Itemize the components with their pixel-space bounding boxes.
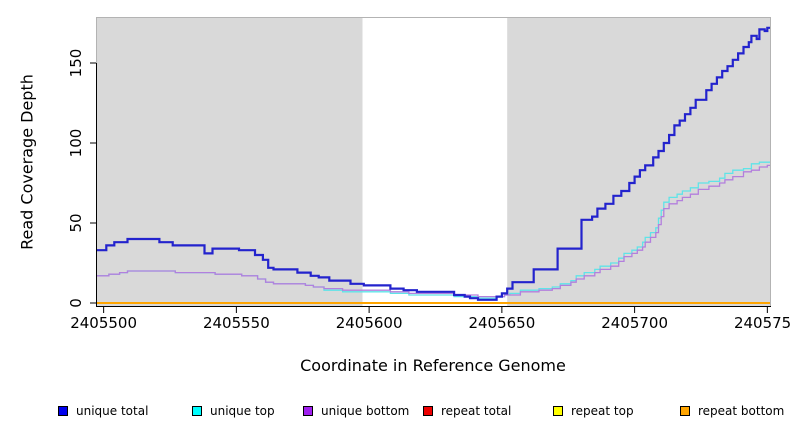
x-tick-label: 2405600	[335, 314, 403, 332]
legend-item-repeat-bottom: repeat bottom	[680, 404, 784, 418]
unique-bottom-swatch-icon	[303, 406, 313, 416]
y-tick-label: 50	[67, 213, 85, 233]
x-tick-label: 2405500	[70, 314, 138, 332]
legend-item-repeat-total: repeat total	[423, 404, 511, 418]
x-tick-label: 2405700	[601, 314, 668, 332]
legend-item-unique-total: unique total	[58, 404, 148, 418]
legend-item-unique-top: unique top	[192, 404, 275, 418]
unique-top-swatch-icon	[192, 406, 202, 416]
legend-item-repeat-top: repeat top	[553, 404, 634, 418]
y-tick-label: 150	[67, 48, 85, 78]
x-axis-title: Coordinate in Reference Genome	[300, 356, 566, 375]
unique-total-swatch-icon	[58, 406, 68, 416]
legend-label: unique total	[76, 404, 149, 418]
repeat-bottom-swatch-icon	[680, 406, 690, 416]
repeat-total-swatch-icon	[423, 406, 433, 416]
y-tick-label: 0	[67, 298, 85, 308]
legend-label: repeat total	[441, 404, 512, 418]
legend-label: unique top	[210, 404, 275, 418]
x-tick-label: 2405650	[468, 314, 536, 332]
legend-label: repeat bottom	[698, 404, 785, 418]
legend-label: unique bottom	[321, 404, 410, 418]
repeat-top-swatch-icon	[553, 406, 563, 416]
y-tick-label: 100	[67, 128, 85, 158]
y-axis-title: Read Coverage Depth	[17, 74, 37, 250]
x-tick-label: 2405550	[202, 314, 270, 332]
legend-label: repeat top	[571, 404, 634, 418]
legend: unique total unique top unique bottom re…	[0, 402, 792, 424]
legend-item-unique-bottom: unique bottom	[303, 404, 409, 418]
